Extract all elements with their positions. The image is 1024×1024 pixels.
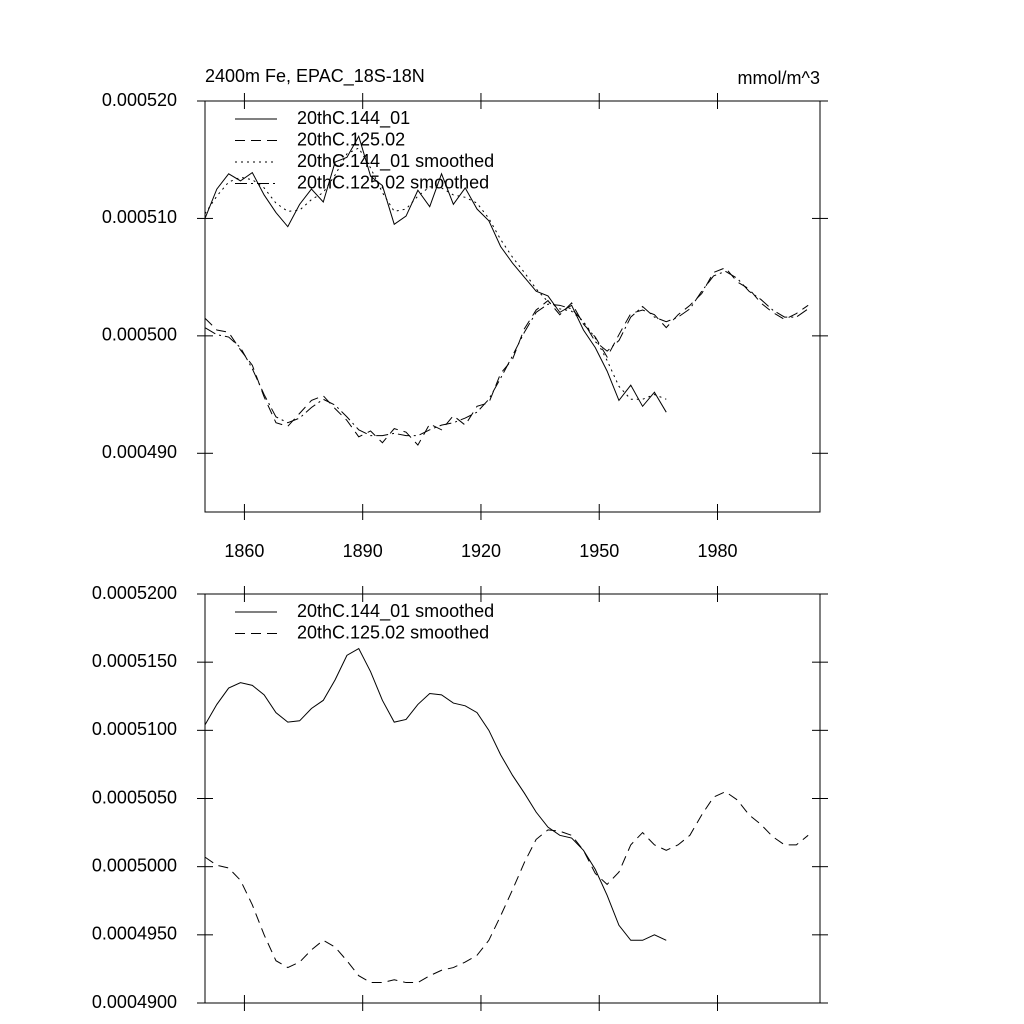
y-tick-label: 0.0005100 [92, 719, 177, 739]
series-line [204, 647, 667, 941]
units-label: mmol/m^3 [738, 68, 820, 88]
series-line [204, 267, 809, 446]
legend-label: 20thC.144_01 smoothed [297, 151, 494, 172]
legend-label: 20thC.125.02 [297, 129, 405, 149]
y-tick-label: 0.000500 [102, 325, 177, 345]
x-tick-label: 1890 [343, 541, 383, 561]
plot-frame [204, 593, 821, 1004]
y-tick-label: 0.000490 [102, 442, 177, 462]
y-tick-label: 0.0005200 [92, 583, 177, 603]
y-tick-label: 0.0005050 [92, 787, 177, 807]
x-tick-label: 1980 [697, 541, 737, 561]
y-tick-label: 0.0004950 [92, 924, 177, 944]
x-tick-label: 1860 [224, 541, 264, 561]
y-tick-label: 0.0005150 [92, 651, 177, 671]
y-tick-label: 0.0005000 [92, 855, 177, 875]
x-tick-label: 1920 [461, 541, 501, 561]
legend-label: 20thC.125.02 smoothed [297, 172, 489, 192]
series-line [204, 791, 809, 984]
series-line [204, 134, 667, 413]
y-tick-label: 0.000510 [102, 207, 177, 227]
series-line [204, 270, 809, 437]
chart-title: 2400m Fe, EPAC_18S-18N [205, 66, 425, 87]
series-line [204, 147, 667, 400]
x-tick-label: 1950 [579, 541, 619, 561]
plot-frame [204, 100, 821, 513]
y-tick-label: 0.0004900 [92, 992, 177, 1012]
legend-label: 20thC.144_01 [297, 108, 410, 129]
legend-label: 20thC.125.02 smoothed [297, 622, 489, 642]
legend-label: 20thC.144_01 smoothed [297, 601, 494, 622]
y-tick-label: 0.000520 [102, 90, 177, 110]
